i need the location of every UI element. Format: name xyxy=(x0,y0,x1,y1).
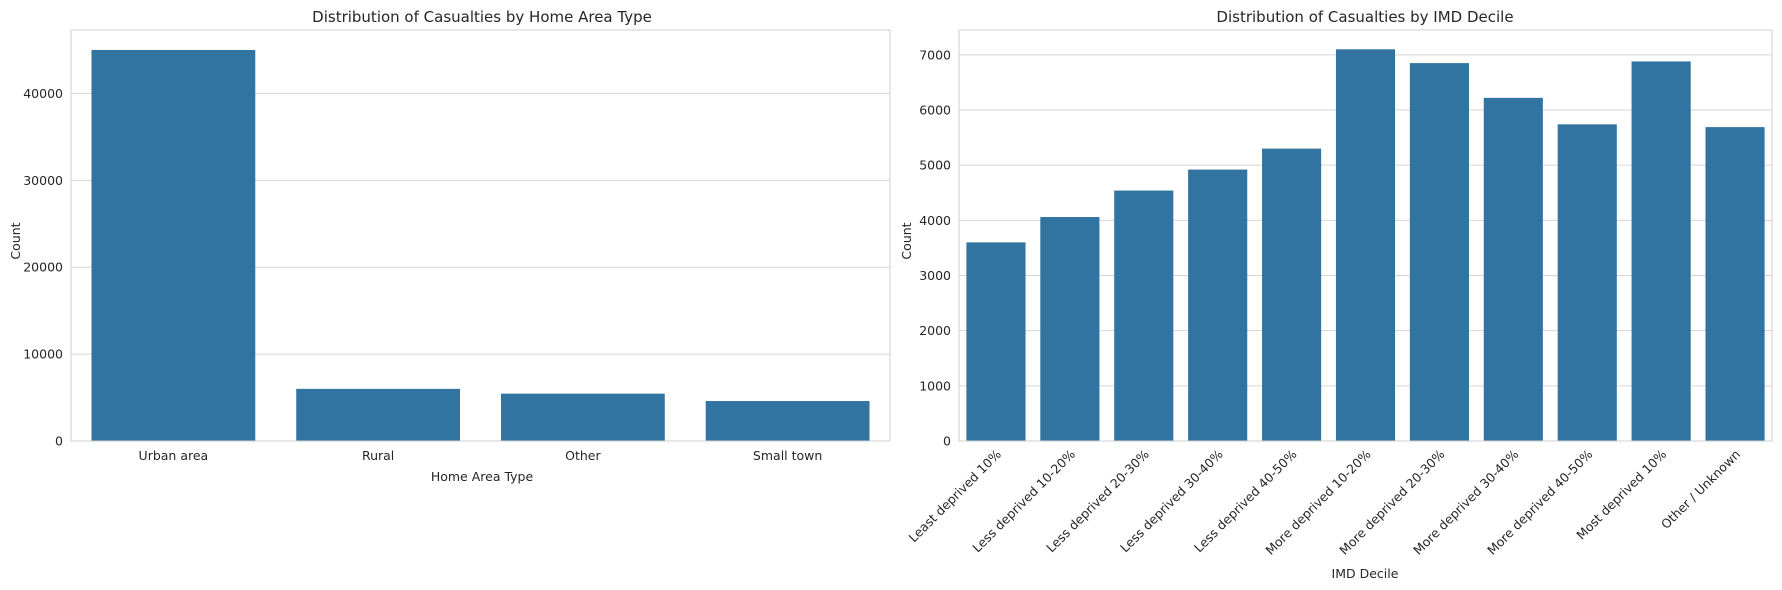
bar xyxy=(296,388,461,441)
bar xyxy=(966,242,1026,441)
x-tick-label: Rural xyxy=(362,448,394,463)
bar xyxy=(1262,148,1322,442)
y-tick-label: 4000 xyxy=(919,213,951,228)
x-tick-label: Urban area xyxy=(139,448,209,463)
chart-home-area-type: Distribution of Casualties by Home Area … xyxy=(8,8,891,484)
bar xyxy=(1557,124,1617,441)
y-tick-label: 5000 xyxy=(919,158,951,173)
x-axis-label: IMD Decile xyxy=(1332,566,1399,581)
y-tick-label: 2000 xyxy=(919,323,951,338)
y-tick-label: 40000 xyxy=(23,86,63,101)
y-axis-label: Count xyxy=(8,222,23,259)
bar xyxy=(1114,190,1174,441)
chart-title: Distribution of Casualties by Home Area … xyxy=(312,8,652,26)
y-tick-label: 6000 xyxy=(919,102,951,117)
chart-imd-decile: Distribution of Casualties by IMD Decile… xyxy=(899,8,1773,581)
y-axis-label: Count xyxy=(899,222,914,259)
x-axis-label: Home Area Type xyxy=(431,469,534,484)
bar xyxy=(500,393,665,441)
bar xyxy=(91,49,256,441)
y-tick-label: 0 xyxy=(55,434,63,449)
bar xyxy=(1631,61,1691,441)
bar xyxy=(1188,169,1248,441)
y-tick-label: 30000 xyxy=(23,173,63,188)
bar xyxy=(1409,63,1469,441)
bar xyxy=(1335,49,1396,442)
bar xyxy=(705,401,870,441)
x-tick-label: Other / Unknown xyxy=(1658,447,1743,532)
y-tick-label: 10000 xyxy=(23,347,63,362)
bar xyxy=(1483,97,1543,441)
y-tick-label: 3000 xyxy=(919,268,951,283)
plot-area-frame xyxy=(70,29,891,442)
y-tick-label: 7000 xyxy=(919,47,951,62)
bar xyxy=(1705,127,1765,441)
bar xyxy=(1040,217,1100,441)
plot-area-frame xyxy=(958,29,1773,442)
y-tick-label: 1000 xyxy=(919,378,951,393)
chart-title: Distribution of Casualties by IMD Decile xyxy=(1216,8,1513,26)
x-tick-label: Small town xyxy=(753,448,822,463)
y-tick-label: 20000 xyxy=(23,260,63,275)
y-tick-label: 0 xyxy=(943,434,951,449)
x-tick-label: Other xyxy=(565,448,601,463)
